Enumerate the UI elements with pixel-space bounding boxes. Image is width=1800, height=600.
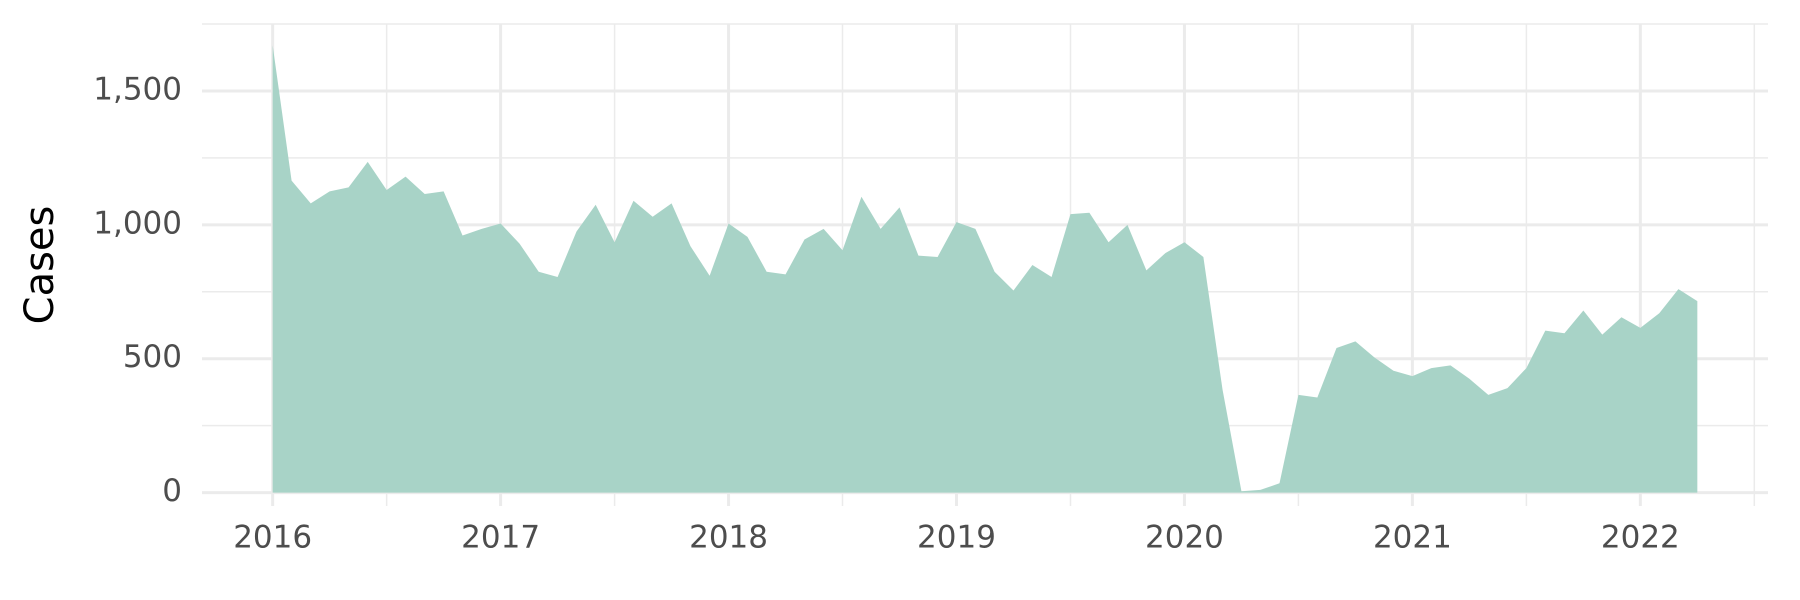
x-tick-label: 2019 xyxy=(917,520,996,556)
y-tick-label: 1,000 xyxy=(93,205,182,241)
area xyxy=(272,45,1698,493)
y-axis-label: Cases xyxy=(17,206,63,325)
x-tick-label: 2022 xyxy=(1601,520,1680,556)
x-tick-label: 2018 xyxy=(689,520,768,556)
y-tick-label: 500 xyxy=(123,339,182,375)
y-tick-label: 0 xyxy=(162,473,182,509)
x-tick-label: 2021 xyxy=(1373,520,1452,556)
y-tick-label: 1,500 xyxy=(93,71,182,107)
x-tick-label: 2016 xyxy=(233,520,312,556)
x-tick-label: 2020 xyxy=(1145,520,1224,556)
x-tick-label: 2017 xyxy=(461,520,540,556)
